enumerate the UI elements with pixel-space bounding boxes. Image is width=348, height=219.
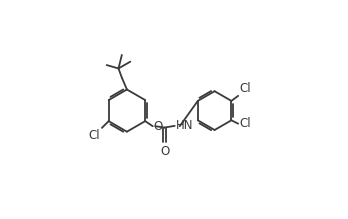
Text: Cl: Cl [239, 117, 251, 130]
Text: Cl: Cl [89, 129, 100, 142]
Text: O: O [153, 120, 163, 133]
Text: Cl: Cl [239, 82, 251, 95]
Text: O: O [160, 145, 169, 158]
Text: HN: HN [175, 119, 193, 132]
